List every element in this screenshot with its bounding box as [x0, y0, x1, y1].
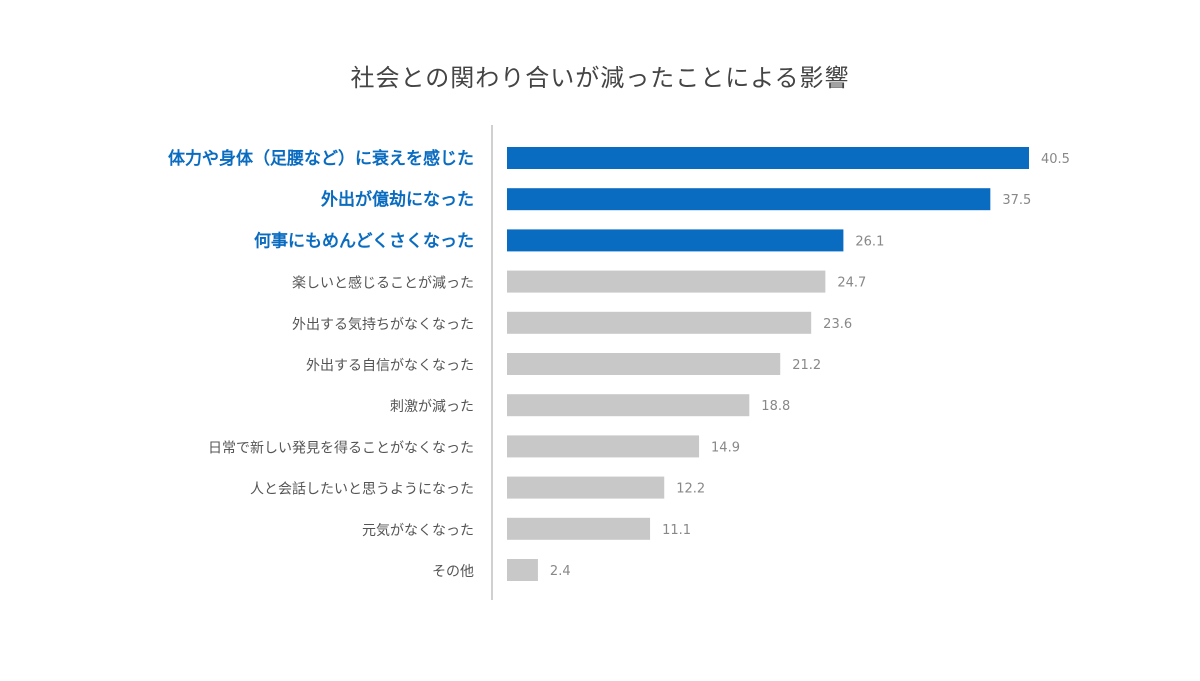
value-label: 11.1	[662, 523, 691, 538]
bar	[507, 147, 1029, 169]
value-label: 2.4	[550, 564, 571, 579]
category-label: 体力や身体（足腰など）に衰えを感じた	[168, 148, 474, 169]
bar	[507, 270, 826, 293]
value-label: 37.5	[1002, 193, 1031, 208]
value-label: 40.5	[1041, 152, 1070, 167]
value-label: 14.9	[711, 440, 740, 455]
value-label: 18.8	[761, 399, 790, 414]
bar	[507, 229, 844, 252]
category-label: 元気がなくなった	[362, 523, 474, 539]
category-label: 外出する自信がなくなった	[306, 358, 474, 374]
category-label: 何事にもめんどくさくなった	[254, 230, 474, 251]
category-label: その他	[432, 564, 474, 580]
value-label: 23.6	[823, 317, 852, 332]
category-label: 外出する気持ちがなくなった	[292, 317, 474, 333]
category-label: 楽しいと感じることが減った	[292, 275, 474, 292]
bar	[507, 311, 812, 334]
bar	[507, 517, 651, 540]
bar	[507, 353, 781, 375]
chart-title: 社会との関わり合いが減ったことによる影響	[350, 64, 850, 92]
category-label: 日常で新しい発見を得ることがなくなった	[208, 439, 474, 456]
value-label: 12.2	[676, 482, 705, 497]
category-label: 刺激が減った	[390, 398, 474, 415]
category-label: 人と会話したいと思うようになった	[250, 481, 474, 498]
bar	[507, 559, 538, 581]
bar	[507, 394, 750, 417]
bar	[507, 435, 700, 458]
value-label: 24.7	[837, 276, 866, 291]
bars-layer: 体力や身体（足腰など）に衰えを感じた 40.5 外出が億劫になった 37.5 何事にもめ…	[168, 147, 1070, 581]
bar	[507, 188, 991, 211]
bar	[507, 476, 665, 499]
value-label: 26.1	[855, 234, 884, 249]
value-label: 21.2	[792, 358, 821, 373]
category-label: 外出が億劫になった	[321, 189, 474, 210]
